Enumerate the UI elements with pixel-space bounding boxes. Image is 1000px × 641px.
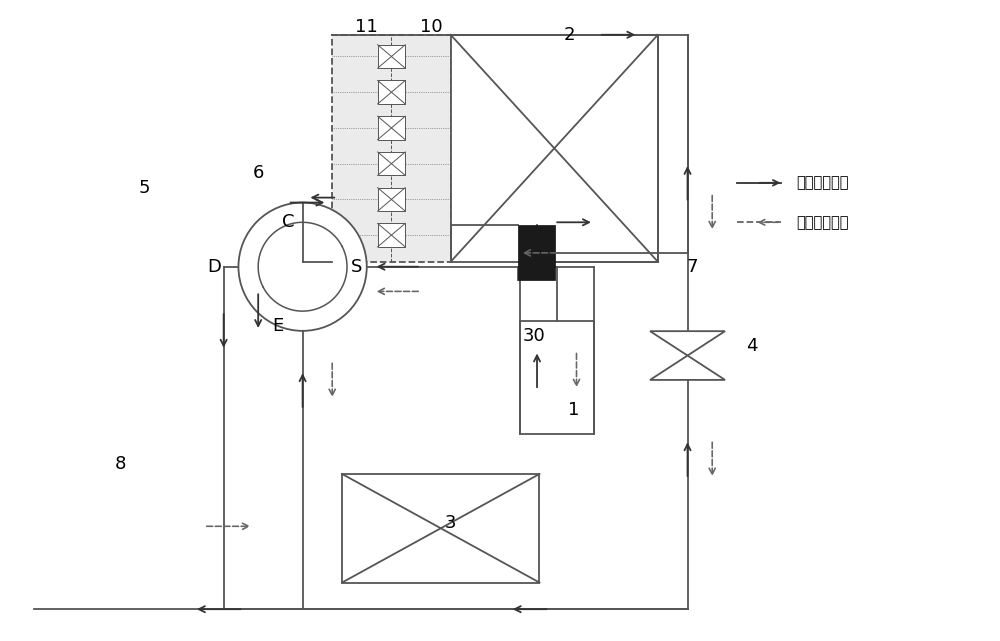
Bar [520, 321, 594, 435]
Text: D: D [207, 258, 221, 276]
Text: 7: 7 [687, 258, 698, 276]
Bar [378, 116, 405, 140]
Text: 制冷冷媒流向: 制冷冷媒流向 [796, 176, 849, 190]
Bar [378, 188, 405, 211]
Text: 6: 6 [252, 164, 264, 182]
Text: 11: 11 [355, 18, 378, 36]
Bar [451, 35, 658, 262]
Text: 3: 3 [445, 514, 456, 532]
Bar [378, 45, 405, 68]
Text: 2: 2 [563, 26, 575, 44]
Text: 制热冷媒流向: 制热冷媒流向 [796, 215, 849, 229]
Bar [378, 81, 405, 104]
Text: C: C [282, 213, 294, 231]
Polygon shape [650, 331, 725, 356]
Text: E: E [272, 317, 284, 335]
Text: 1: 1 [568, 401, 580, 419]
Bar [332, 35, 451, 262]
Polygon shape [650, 356, 725, 380]
Bar [342, 474, 539, 583]
Text: 5: 5 [139, 179, 150, 197]
Bar [518, 225, 555, 279]
Bar [378, 152, 405, 176]
Text: 4: 4 [746, 337, 757, 354]
Text: 10: 10 [420, 18, 442, 36]
Bar [378, 223, 405, 247]
Text: 8: 8 [114, 455, 126, 473]
Text: 30: 30 [523, 327, 546, 345]
Text: S: S [351, 258, 363, 276]
Circle shape [238, 203, 367, 331]
